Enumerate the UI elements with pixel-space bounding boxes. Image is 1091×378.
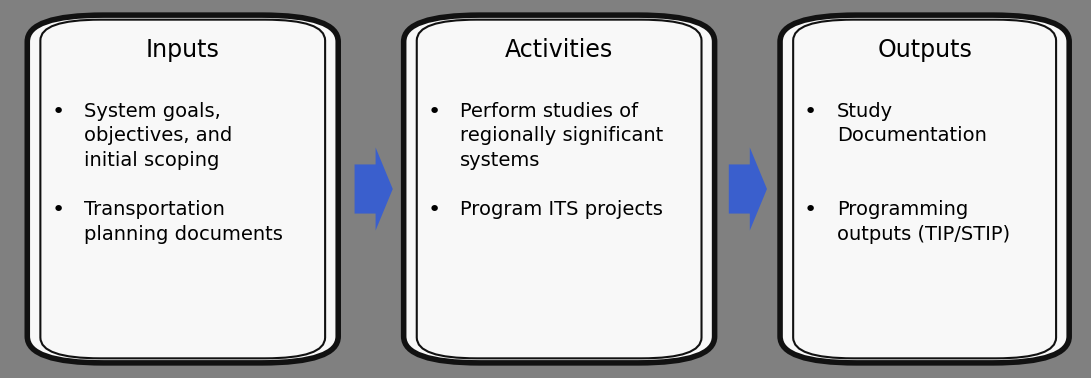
FancyBboxPatch shape [404,15,715,363]
Text: Program ITS projects: Program ITS projects [460,200,663,219]
Polygon shape [355,147,393,231]
FancyBboxPatch shape [780,15,1069,363]
FancyBboxPatch shape [27,15,338,363]
Text: •: • [804,102,817,122]
Text: System goals,
objectives, and
initial scoping: System goals, objectives, and initial sc… [84,102,232,170]
Text: Activities: Activities [505,38,613,62]
Text: •: • [51,200,64,220]
Text: Study
Documentation: Study Documentation [837,102,986,145]
Text: •: • [428,102,441,122]
Text: Programming
outputs (TIP/STIP): Programming outputs (TIP/STIP) [837,200,1010,243]
Text: Inputs: Inputs [146,38,219,62]
Text: •: • [804,200,817,220]
Text: Outputs: Outputs [877,38,972,62]
Text: Perform studies of
regionally significant
systems: Perform studies of regionally significan… [460,102,663,170]
Text: Transportation
planning documents: Transportation planning documents [84,200,283,243]
Text: •: • [428,200,441,220]
Polygon shape [729,147,767,231]
Text: •: • [51,102,64,122]
